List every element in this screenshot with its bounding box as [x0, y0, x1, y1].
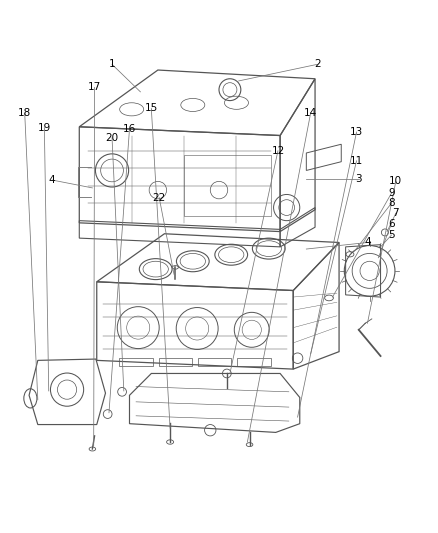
- Text: 20: 20: [106, 133, 119, 143]
- Text: 19: 19: [38, 123, 51, 133]
- Text: 11: 11: [350, 156, 363, 166]
- Text: 1: 1: [109, 59, 115, 69]
- Text: 3: 3: [355, 174, 362, 184]
- Text: 4: 4: [364, 238, 371, 247]
- Text: 10: 10: [389, 176, 403, 187]
- Text: 14: 14: [304, 108, 317, 118]
- Text: 4: 4: [49, 175, 56, 185]
- Text: 8: 8: [388, 198, 395, 208]
- Text: 16: 16: [123, 124, 136, 134]
- Text: 9: 9: [388, 188, 395, 198]
- Text: 7: 7: [392, 208, 399, 218]
- Text: 22: 22: [152, 192, 166, 203]
- Text: 15: 15: [145, 103, 158, 114]
- Text: 2: 2: [314, 59, 321, 69]
- Text: 17: 17: [88, 83, 101, 93]
- Text: 18: 18: [18, 108, 32, 118]
- Text: 12: 12: [271, 146, 285, 156]
- Text: 13: 13: [350, 127, 363, 137]
- Text: 6: 6: [388, 219, 395, 229]
- Text: 5: 5: [388, 230, 395, 240]
